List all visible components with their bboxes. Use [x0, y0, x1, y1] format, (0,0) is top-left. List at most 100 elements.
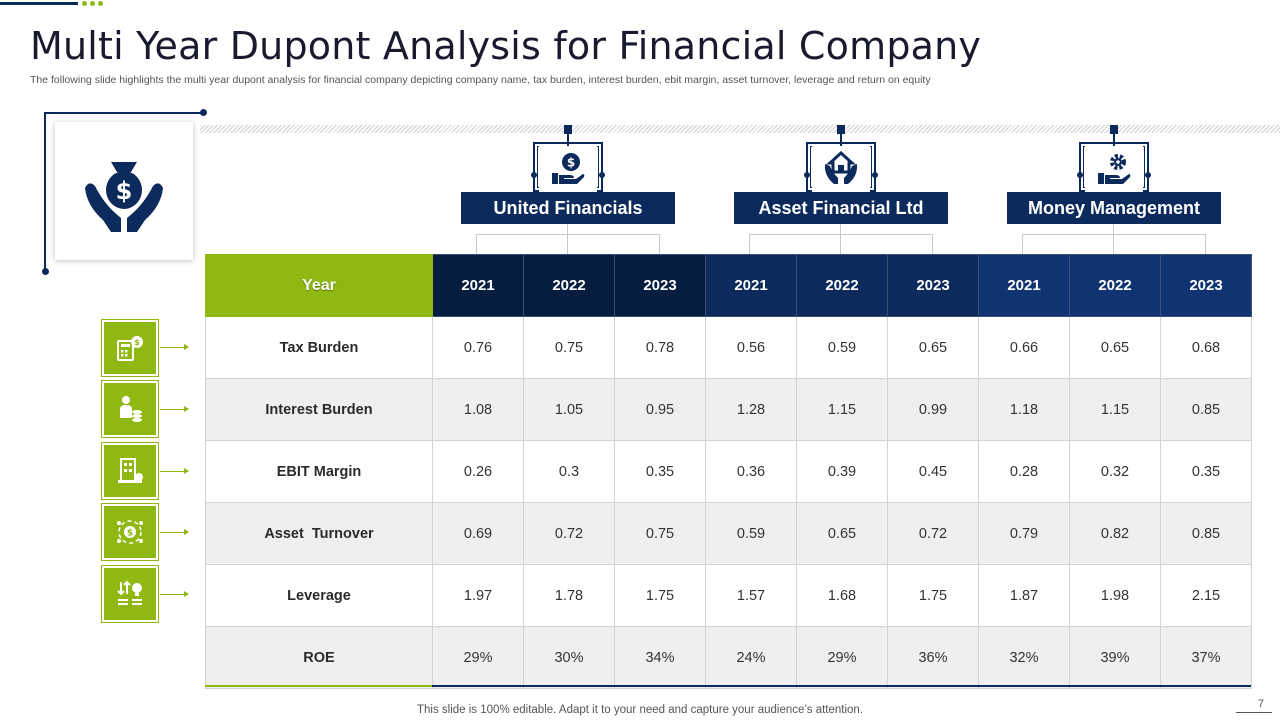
bracket-line-left: [44, 112, 46, 272]
money-bag-hands-icon: $: [85, 162, 163, 232]
dollar-coin-hand-icon: $: [552, 153, 585, 184]
bracket-dot: [200, 109, 207, 116]
company-stem: [567, 134, 569, 146]
value-cell: 0.59: [796, 316, 888, 379]
year-cell: 2022: [1069, 254, 1161, 317]
leverage-icon-tile: [101, 565, 159, 623]
house-hands-icon: [824, 150, 858, 184]
table-row: Asset Turnover 0.69 0.72 0.75 0.59 0.65 …: [205, 502, 1252, 565]
value-cell: 39%: [1069, 626, 1161, 689]
company-pin: [564, 125, 572, 134]
value-cell: 0.75: [614, 502, 706, 565]
ebit-margin-icon-tile: [101, 442, 159, 500]
top-accent-bar: [0, 2, 78, 5]
value-cell: 0.79: [978, 502, 1070, 565]
frame-dot: [531, 172, 537, 178]
value-cell: 1.98: [1069, 564, 1161, 627]
company-label: Asset Financial Ltd: [734, 192, 948, 224]
value-cell: 0.3: [523, 440, 615, 503]
value-cell: 34%: [614, 626, 706, 689]
value-cell: 0.69: [432, 502, 524, 565]
value-cell: 2.15: [1160, 564, 1252, 627]
metric-label: ROE: [205, 626, 433, 689]
bracket-dot: [42, 268, 49, 275]
frame-dot: [1077, 172, 1083, 178]
company-pin: [837, 125, 845, 134]
company-label: United Financials: [461, 192, 675, 224]
value-cell: 0.35: [614, 440, 706, 503]
table-row: Tax Burden 0.76 0.75 0.78 0.56 0.59 0.65…: [205, 316, 1252, 379]
metric-label: Asset Turnover: [205, 502, 433, 565]
value-cell: 1.15: [1069, 378, 1161, 441]
slide-subtitle: The following slide highlights the multi…: [30, 74, 931, 86]
table-row: ROE 29% 30% 34% 24% 29% 36% 32% 39% 37%: [205, 626, 1252, 689]
frame-dot: [599, 172, 605, 178]
building-coins-icon: [118, 458, 143, 483]
dupont-table: Year 2021 2022 2023 2021 2022 2023 2021 …: [205, 254, 1252, 689]
value-cell: 0.72: [887, 502, 979, 565]
frame-dot: [1145, 172, 1151, 178]
value-cell: 37%: [1160, 626, 1252, 689]
value-cell: 0.39: [796, 440, 888, 503]
company-pin: [1110, 125, 1118, 134]
value-cell: 29%: [432, 626, 524, 689]
company-stem: [840, 134, 842, 146]
coin-cycle-icon: $: [117, 520, 143, 544]
frame-dot: [872, 172, 878, 178]
person-coins-icon: [120, 396, 142, 422]
arrow-connector: [160, 406, 189, 412]
metric-label: EBIT Margin: [205, 440, 433, 503]
value-cell: 0.45: [887, 440, 979, 503]
year-header: Year: [205, 254, 433, 317]
company-asset-financial: Asset Financial Ltd: [734, 125, 948, 254]
frame-dot: [804, 172, 810, 178]
bracket-line-top: [44, 112, 204, 114]
arrow-connector: [160, 591, 189, 597]
value-cell: 0.82: [1069, 502, 1161, 565]
value-cell: 0.85: [1160, 502, 1252, 565]
value-cell: 1.28: [705, 378, 797, 441]
year-cell: 2021: [432, 254, 524, 317]
table-header-row: Year 2021 2022 2023 2021 2022 2023 2021 …: [205, 254, 1252, 317]
svg-text:$: $: [567, 156, 575, 170]
table-row: EBIT Margin 0.26 0.3 0.35 0.36 0.39 0.45…: [205, 440, 1252, 503]
table-bottom-rule: [432, 685, 1251, 687]
year-cell: 2023: [1160, 254, 1252, 317]
value-cell: 0.75: [523, 316, 615, 379]
company-money-management: Money Management: [1007, 125, 1221, 254]
value-cell: 0.36: [705, 440, 797, 503]
svg-text:$: $: [134, 338, 140, 347]
arrow-connector: [160, 468, 189, 474]
value-cell: 0.78: [614, 316, 706, 379]
value-cell: 32%: [978, 626, 1070, 689]
value-cell: 1.78: [523, 564, 615, 627]
value-cell: 1.97: [432, 564, 524, 627]
arrows-bulb-icon: [117, 580, 142, 605]
metric-label: Leverage: [205, 564, 433, 627]
metric-label: Tax Burden: [205, 316, 433, 379]
year-cell: 2022: [796, 254, 888, 317]
svg-text:$: $: [127, 529, 133, 539]
value-cell: 1.57: [705, 564, 797, 627]
value-cell: 1.08: [432, 378, 524, 441]
value-cell: 1.15: [796, 378, 888, 441]
table-row: Leverage 1.97 1.78 1.75 1.57 1.68 1.75 1…: [205, 564, 1252, 627]
company-label: Money Management: [1007, 192, 1221, 224]
slide-title: Multi Year Dupont Analysis for Financial…: [30, 24, 982, 68]
interest-burden-icon-tile: [101, 380, 159, 438]
arrow-connector: [160, 344, 189, 350]
year-cell: 2021: [978, 254, 1070, 317]
value-cell: 0.56: [705, 316, 797, 379]
company-united-financials: $ United Financials: [461, 125, 675, 254]
table-row: Interest Burden 1.08 1.05 0.95 1.28 1.15…: [205, 378, 1252, 441]
value-cell: 0.99: [887, 378, 979, 441]
top-accent-dots: [82, 1, 103, 6]
value-cell: 0.32: [1069, 440, 1161, 503]
value-cell: 30%: [523, 626, 615, 689]
asset-turnover-icon-tile: $: [101, 503, 159, 561]
value-cell: 0.65: [796, 502, 888, 565]
value-cell: 1.75: [614, 564, 706, 627]
gear-hand-icon: [1098, 154, 1131, 184]
value-cell: 0.35: [1160, 440, 1252, 503]
value-cell: 0.28: [978, 440, 1070, 503]
